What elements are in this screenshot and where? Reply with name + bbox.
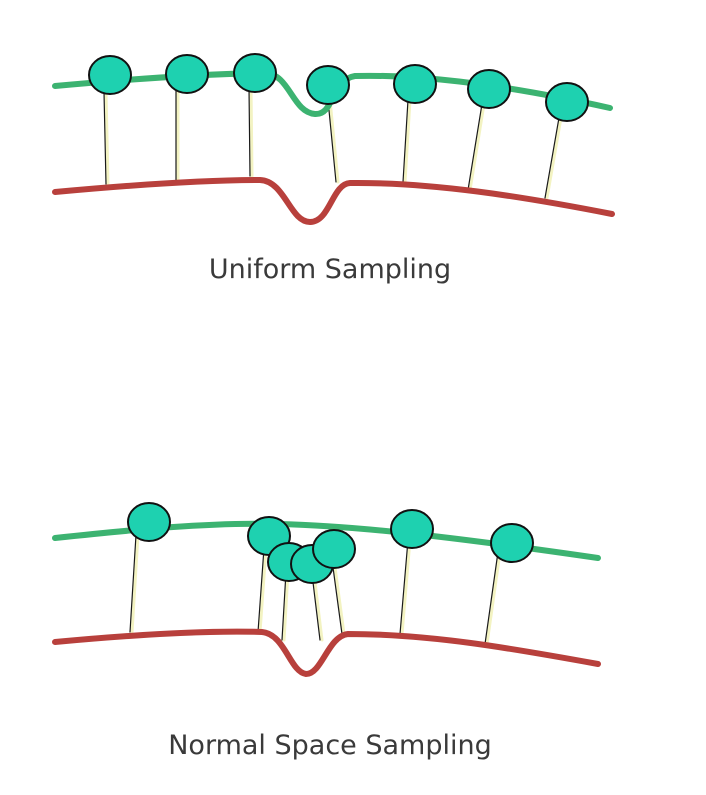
lower-surface-curve	[52, 628, 601, 678]
correspondence-line-shadow	[402, 99, 409, 183]
correspondence-line-shadow	[129, 534, 137, 633]
sample-point	[490, 523, 534, 563]
correspondence-line	[249, 86, 254, 178]
correspondence-line-shadow	[544, 111, 561, 199]
correspondence-line	[403, 98, 412, 184]
sample-point	[233, 53, 277, 93]
correspondence-line	[130, 533, 140, 634]
sample-point	[312, 529, 356, 569]
correspondence-line-shadow	[257, 547, 265, 633]
uniform-sampling-caption: Uniform Sampling	[208, 254, 452, 285]
correspondence-line-shadow	[331, 559, 343, 635]
correspondence-line	[312, 572, 324, 642]
normal-space-sampling-diagram	[52, 502, 601, 678]
sample-point	[88, 55, 132, 95]
correspondence-line	[400, 538, 412, 636]
sample-point	[390, 509, 434, 549]
correspondence-line-shadow	[281, 571, 287, 641]
correspondence-line	[545, 110, 564, 200]
sample-points	[127, 502, 534, 584]
correspondence-line-shadow	[103, 91, 107, 185]
sample-points	[88, 53, 589, 122]
correspondence-line-shadow	[327, 99, 337, 183]
correspondence-line	[258, 546, 268, 634]
uniform-sampling-diagram	[52, 53, 615, 226]
correspondence-line-shadow	[467, 103, 483, 191]
correspondence-line	[282, 570, 290, 642]
correspondence-line-shadow	[484, 551, 499, 645]
sample-point	[545, 82, 589, 122]
sample-point	[306, 65, 350, 105]
correspondence-line-shadow	[399, 539, 409, 635]
correspondence-line	[468, 102, 486, 192]
correspondence-line-shadow	[311, 573, 321, 641]
sample-point	[393, 64, 437, 104]
sample-point	[165, 54, 209, 94]
sample-point	[127, 502, 171, 542]
correspondence-line-shadow	[248, 87, 251, 177]
correspondence-line	[328, 98, 340, 184]
correspondence-lines	[103, 86, 564, 200]
correspondence-line	[485, 550, 502, 646]
normal-space-sampling-caption: Normal Space Sampling	[168, 730, 492, 761]
correspondence-line	[104, 90, 110, 186]
correspondence-line	[332, 558, 346, 636]
sample-point	[467, 69, 511, 109]
lower-surface-curve	[52, 176, 615, 226]
correspondence-lines	[129, 533, 502, 646]
